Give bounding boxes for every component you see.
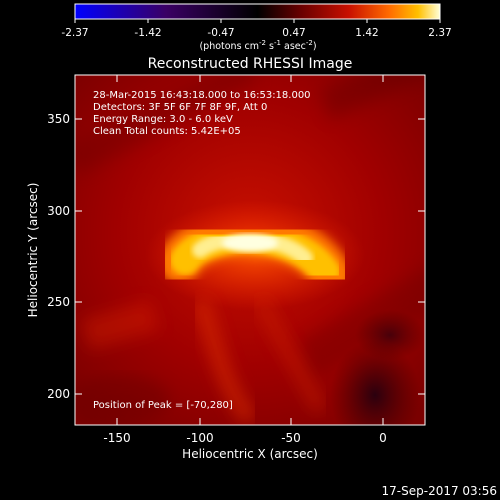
colorbar-tick-label: 1.42 (355, 27, 378, 39)
info-line: Energy Range: 3.0 - 6.0 keV (93, 114, 233, 125)
y-tick-label: 350 (47, 112, 70, 126)
peak-position: Position of Peak = [-70,280] (93, 400, 233, 411)
info-line: Clean Total counts: 5.42E+05 (93, 126, 241, 137)
solar-image (75, 75, 425, 425)
colorbar-tick-label: 0.47 (282, 27, 305, 39)
colorbar-tick-label: -2.37 (61, 27, 88, 39)
x-axis-label: Heliocentric X (arcsec) (182, 447, 318, 461)
x-tick-label: -50 (281, 431, 301, 445)
image-title: Reconstructed RHESSI Image (148, 56, 353, 72)
y-tick-label: 250 (47, 295, 70, 309)
x-tick-label: -150 (103, 431, 130, 445)
info-line: 28-Mar-2015 16:43:18.000 to 16:53:18.000 (93, 90, 311, 101)
colorbar (74, 3, 441, 20)
y-tick-label: 300 (47, 204, 70, 218)
x-axis-ticks (116, 75, 384, 425)
plot-frame (74, 74, 426, 426)
colorbar-ticks (74, 19, 441, 23)
y-axis-ticks (75, 118, 425, 395)
y-tick-label: 200 (47, 387, 70, 401)
colorbar-units: (photons cm-2 s-1 asec-2) (199, 39, 316, 52)
colorbar-tick-label: -1.42 (134, 27, 161, 39)
colorbar-tick-label: -0.47 (207, 27, 234, 39)
y-axis-label: Heliocentric Y (arcsec) (26, 183, 40, 318)
x-tick-label: -100 (186, 431, 213, 445)
x-tick-label: 0 (379, 431, 387, 445)
timestamp: 17-Sep-2017 03:56 (382, 484, 497, 498)
info-line: Detectors: 3F 5F 6F 7F 8F 9F, Att 0 (93, 102, 267, 113)
colorbar-tick-label: 2.37 (428, 27, 451, 39)
